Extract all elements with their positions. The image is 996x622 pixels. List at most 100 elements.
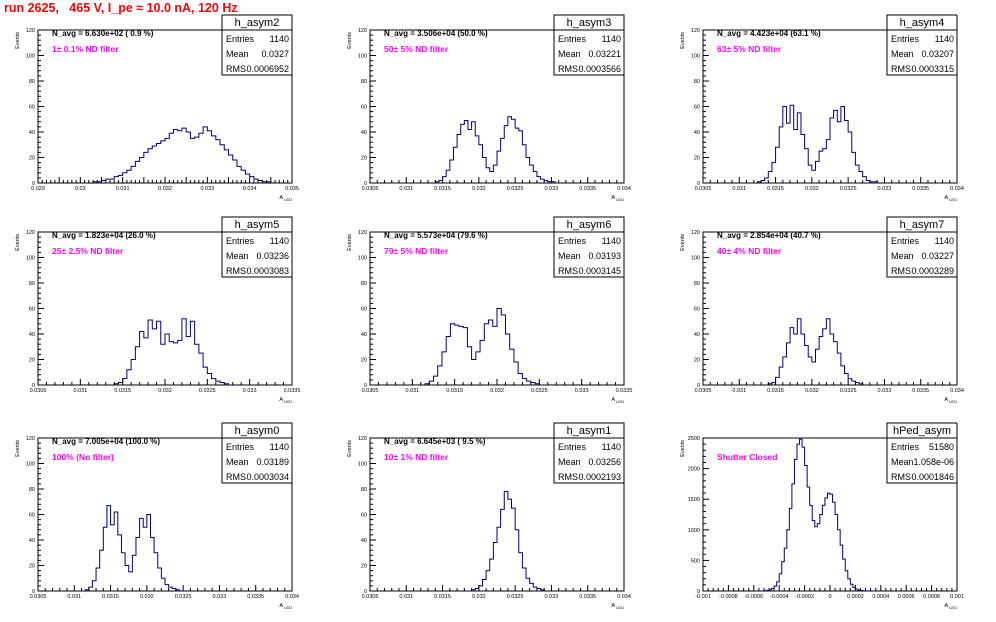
stat-label: Entries (226, 34, 255, 44)
stat-value: 1.058e-06 (913, 457, 954, 467)
histogram-series (434, 116, 556, 183)
y-axis-title: Events (15, 234, 21, 251)
n-avg-label: N_avg = 6.630e+02 ( 0.9 %) (52, 29, 154, 38)
y-tick-label: 120 (26, 436, 35, 442)
y-tick-label: 2000 (688, 467, 700, 473)
x-tick-label: 0.0002 (847, 594, 864, 600)
y-tick-label: 100 (691, 256, 700, 262)
y-axis-title: Events (15, 440, 21, 457)
stat-label: Entries (891, 442, 920, 452)
x-tick-label: 0.034 (950, 186, 964, 192)
x-tick-label: 0.033 (243, 388, 257, 394)
x-tick-label: 0.0315 (446, 388, 463, 394)
histogram-series (113, 318, 229, 385)
y-tick-label: 0 (32, 181, 35, 187)
n-avg-label: N_avg = 4.423e+04 (63.1 %) (717, 29, 821, 38)
y-axis-title: Events (680, 440, 686, 457)
stat-value: 0.0327 (261, 49, 289, 59)
x-tick-label: 0.033 (545, 186, 559, 192)
x-tick-label: 0.0315 (102, 594, 119, 600)
x-tick-label: 0.0305 (695, 186, 712, 192)
stat-label: RMS (558, 266, 578, 276)
page-title: run 2625, 465 V, I_pe ≈ 10.0 nA, 120 Hz (4, 1, 238, 15)
x-tick-label: 0 (828, 594, 831, 600)
stat-value: 0.03207 (921, 49, 954, 59)
y-tick-label: 20 (29, 358, 35, 364)
y-tick-label: 0 (697, 383, 700, 389)
y-tick-label: 0 (697, 589, 700, 595)
y-tick-label: 0 (32, 383, 35, 389)
x-tick-label: 0.0325 (531, 388, 548, 394)
x-tick-label: 0.0008 (923, 594, 940, 600)
y-tick-label: 80 (29, 487, 35, 493)
y-axis-title: Events (347, 440, 353, 457)
y-tick-label: 120 (358, 28, 367, 34)
x-tick-label: 0.0325 (840, 186, 857, 192)
stat-label: Mean (891, 49, 914, 59)
stats-box-frame (553, 422, 625, 484)
y-tick-label: 60 (29, 307, 35, 313)
x-tick-label: 0.0335 (912, 388, 929, 394)
x-tick-label: 0.031 (116, 186, 130, 192)
filter-annotation: 40± 4% ND filter (717, 246, 782, 256)
stat-value: 0.0003083 (246, 266, 289, 276)
x-tick-label: 0.031 (405, 388, 419, 394)
stat-label: RMS (891, 472, 911, 482)
y-tick-label: 120 (691, 230, 700, 236)
y-tick-label: 100 (691, 54, 700, 60)
x-tick-label: 0.031 (732, 388, 746, 394)
y-tick-label: 20 (361, 564, 367, 570)
stats-box-frame (553, 216, 625, 278)
y-tick-label: 40 (361, 538, 367, 544)
y-tick-label: 40 (29, 332, 35, 338)
x-tick-label: 0.033 (200, 186, 214, 192)
y-tick-label: 60 (694, 307, 700, 313)
y-tick-label: 1000 (688, 528, 700, 534)
y-tick-label: 40 (694, 332, 700, 338)
histogram-name: h_asym4 (900, 17, 945, 29)
x-tick-label: 0.001 (950, 594, 964, 600)
panel-h_asym3: 0 20 40 60 80 100 120 0.0305 0.031 0.0315 0.032 0.0… (347, 14, 631, 202)
x-tick-label: 0.0335 (579, 186, 596, 192)
y-tick-label: 20 (29, 156, 35, 162)
y-axis-title: Events (680, 32, 686, 49)
stat-value: 1140 (602, 442, 621, 452)
x-tick-label: 0.0004 (872, 594, 889, 600)
filter-annotation: 100% (No filter) (52, 452, 114, 462)
filter-annotation: 79± 5% ND filter (384, 246, 449, 256)
stat-label: Mean (558, 49, 581, 59)
histogram-name: h_asym7 (900, 219, 945, 231)
n-avg-label: N_avg = 6.645e+03 ( 9.5 %) (384, 437, 486, 446)
histogram-series (471, 491, 545, 591)
y-axis-title: Events (680, 234, 686, 251)
stat-label: Mean (891, 457, 914, 467)
y-tick-label: 100 (26, 256, 35, 262)
y-tick-label: 40 (361, 130, 367, 136)
stat-label: Mean (226, 251, 249, 261)
stat-value: 1140 (602, 236, 621, 246)
y-tick-label: 500 (691, 558, 700, 564)
x-tick-label: -0.0006 (744, 594, 763, 600)
histogram-name: h_asym1 (567, 425, 612, 437)
x-tick-label: 0.031 (73, 388, 87, 394)
x-tick-label: 0.035 (285, 186, 299, 192)
x-axis-title: A LED (611, 397, 624, 404)
x-tick-label: 0.0315 (767, 186, 784, 192)
filter-annotation: 1± 0.1% ND filter (52, 44, 119, 54)
x-tick-label: 0.0335 (579, 594, 596, 600)
y-tick-label: 0 (364, 383, 367, 389)
panel-h_asym2: 0 20 40 60 80 100 120 0.029 0.03 0.031 0.032 0.033 0… (15, 14, 299, 202)
stat-value: 0.0006952 (246, 64, 289, 74)
x-tick-label: 0.0315 (767, 388, 784, 394)
stat-value: 0.0001846 (911, 472, 954, 482)
x-tick-label: 0.0325 (507, 186, 524, 192)
y-tick-label: 80 (29, 281, 35, 287)
n-avg-label: N_avg = 7.005e+04 (100.0 %) (52, 437, 160, 446)
x-tick-label: 0.0335 (912, 186, 929, 192)
stats-box: h_asym0 Entries 1140 Mean 0.03189 RMS 0.000303… (221, 422, 293, 484)
stats-box-frame (886, 14, 958, 76)
y-tick-label: 120 (26, 230, 35, 236)
y-tick-label: 40 (694, 130, 700, 136)
stats-box: h_asym7 Entries 1140 Mean 0.03227 RMS 0.000328… (886, 216, 958, 278)
